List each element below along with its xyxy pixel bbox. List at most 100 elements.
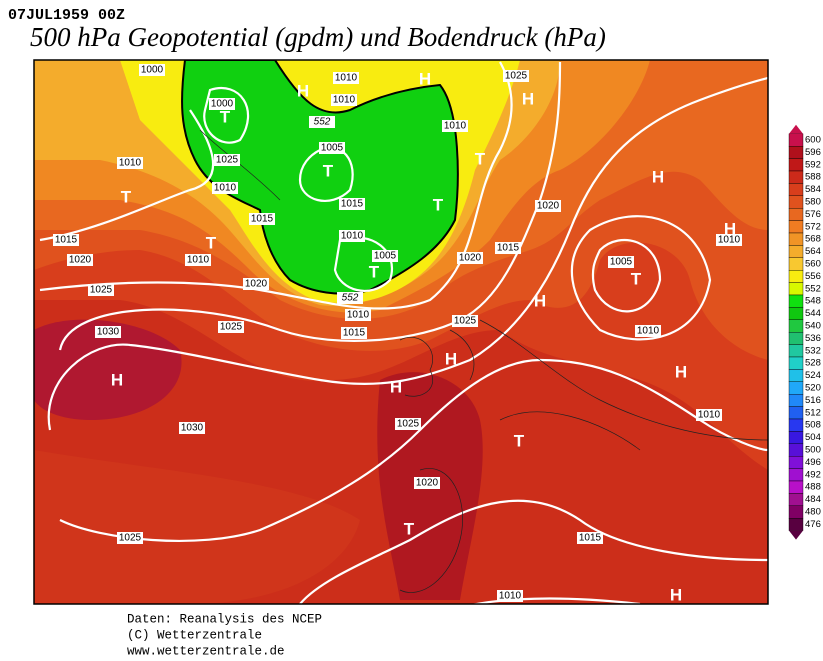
isobar-label-bg xyxy=(243,278,269,290)
colorbar-swatch xyxy=(788,282,804,296)
isobar-label: 1010 xyxy=(119,158,142,169)
colorbar-swatch xyxy=(788,319,804,333)
pressure-center: H xyxy=(445,349,457,368)
isobar-label-bg xyxy=(716,234,742,246)
colorbar-swatch xyxy=(788,170,804,184)
pressure-center: T xyxy=(323,161,334,180)
isobar-label-bg xyxy=(333,72,359,84)
colorbar-swatch xyxy=(788,493,804,506)
isobar-label-bg xyxy=(442,120,468,132)
isobar-label-bg xyxy=(117,532,143,544)
footer-line: www.wetterzentrale.de xyxy=(127,644,285,656)
colorbar-label: 476 xyxy=(805,519,821,530)
isobar-label: 1030 xyxy=(181,423,204,434)
isobar-label: 1025 xyxy=(216,155,239,166)
colorbar-label: 488 xyxy=(805,482,821,493)
pressure-center: H xyxy=(670,585,682,604)
isobar-label: 1005 xyxy=(610,257,633,268)
isobar-label: 1005 xyxy=(374,251,397,262)
footer-line: Daten: Reanalysis des NCEP xyxy=(127,612,322,626)
isobar-label-bg xyxy=(53,234,79,246)
colorbar-swatch xyxy=(788,220,804,234)
isobar-label: 1010 xyxy=(718,235,741,246)
isobar-label: 1025 xyxy=(454,316,477,327)
isobar-label: 1010 xyxy=(187,255,210,266)
colorbar-label: 524 xyxy=(805,370,821,381)
isobar-label-bg xyxy=(331,94,357,106)
pressure-center: H xyxy=(652,167,664,186)
isobar-label-bg xyxy=(319,142,345,154)
isobar-label-bg xyxy=(608,256,634,268)
isobar-label: 1010 xyxy=(499,591,522,602)
isobar-label-bg xyxy=(139,64,165,76)
isobar-label-bg xyxy=(179,422,205,434)
date: 07JUL1959 00Z xyxy=(8,7,125,24)
isobar-label: 1030 xyxy=(97,327,120,338)
colorbar-swatch xyxy=(788,232,804,246)
isobar-label-bg xyxy=(339,230,365,242)
colorbar-label: 528 xyxy=(805,358,821,369)
colorbar-swatch xyxy=(788,369,804,382)
pressure-center: T xyxy=(514,431,525,450)
isobar-label: 1010 xyxy=(637,326,660,337)
isobar-label-bg xyxy=(535,200,561,212)
isobar-label: 1015 xyxy=(497,243,520,254)
isobar-label: 1020 xyxy=(245,279,268,290)
colorbar-swatch xyxy=(788,195,804,209)
colorbar-swatch xyxy=(788,332,804,345)
colorbar-label: 508 xyxy=(805,420,821,431)
colorbar-label: 512 xyxy=(805,407,821,418)
colorbar-swatch xyxy=(788,183,804,196)
isobar-label: 1015 xyxy=(579,533,602,544)
isobar-label-bg xyxy=(337,292,363,304)
colorbar-label: 500 xyxy=(805,445,821,456)
isobar-label-bg xyxy=(577,532,603,544)
isobar-label-bg xyxy=(67,254,93,266)
isobar-label: 1015 xyxy=(343,328,366,339)
colorbar-swatch xyxy=(788,443,804,457)
isobar-label: 1000 xyxy=(211,99,234,110)
isobar-label-bg xyxy=(452,315,478,327)
pressure-center: H xyxy=(297,81,309,100)
pressure-center: T xyxy=(631,269,642,288)
isobar-label: 1020 xyxy=(69,255,92,266)
isobar-label: 1010 xyxy=(347,310,370,321)
colorbar-swatch xyxy=(788,418,804,432)
pressure-center: T xyxy=(369,262,380,281)
colorbar-swatch xyxy=(788,468,804,482)
pressure-center: T xyxy=(206,233,217,252)
isobar-label: 1010 xyxy=(333,95,356,106)
colorbar-arrow xyxy=(789,530,803,540)
colorbar-label: 484 xyxy=(805,494,821,505)
footer-line: (C) Wetterzentrale xyxy=(127,628,262,642)
isobar-label-bg xyxy=(214,154,240,166)
colorbar-label: 496 xyxy=(805,457,821,468)
isobar-label: 552 xyxy=(342,293,359,304)
colorbar-label: 584 xyxy=(805,184,821,195)
isobar-label-bg xyxy=(341,327,367,339)
colorbar-label: 580 xyxy=(805,197,821,208)
colorbar-label: 520 xyxy=(805,383,821,394)
pressure-center: H xyxy=(419,69,431,88)
isobar-label: 1020 xyxy=(416,478,439,489)
colorbar-swatch xyxy=(788,158,804,172)
pressure-center: T xyxy=(220,107,231,126)
colorbar-label: 480 xyxy=(805,507,821,518)
isobar-label-bg xyxy=(339,198,365,210)
isobar-label-bg xyxy=(495,242,521,254)
isobar-label-bg xyxy=(345,309,371,321)
colorbar-swatch xyxy=(788,257,804,271)
colorbar-label: 516 xyxy=(805,395,821,406)
isobar-label-bg xyxy=(503,70,529,82)
isobar-label: 1025 xyxy=(220,322,243,333)
colorbar-label: 564 xyxy=(805,246,821,257)
colorbar-swatch xyxy=(788,145,804,159)
colorbar-swatch xyxy=(788,480,804,494)
colorbar-swatch xyxy=(788,456,804,469)
colorbar-label: 588 xyxy=(805,172,821,183)
isobar-label-bg xyxy=(185,254,211,266)
pressure-center: T xyxy=(121,187,132,206)
colorbar-label: 504 xyxy=(805,432,821,443)
isobar-label-bg xyxy=(372,250,398,262)
isobar-label: 1010 xyxy=(214,183,237,194)
